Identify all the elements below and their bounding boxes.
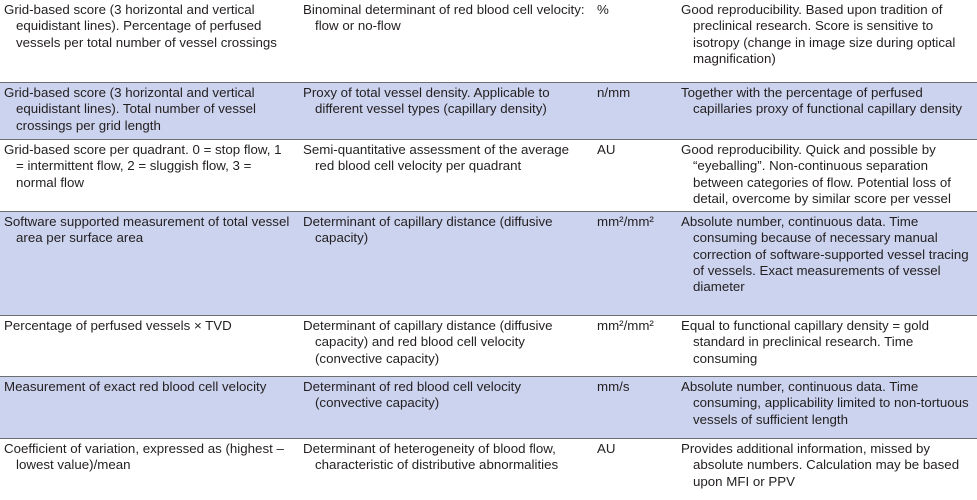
unit-text: mm²/mm² [597, 318, 654, 333]
unit-cell: mm²/mm² [591, 316, 677, 376]
unit-text: AU [597, 142, 616, 157]
comment-text: Together with the percentage of perfused… [681, 85, 963, 117]
unit-cell: AU [591, 439, 677, 500]
description-cell: Coefficient of variation, expressed as (… [0, 439, 297, 500]
unit-text: n/mm [597, 85, 631, 100]
description-cell: Measurement of exact red blood cell velo… [0, 377, 297, 438]
unit-cell: % [591, 0, 677, 82]
unit-text: mm/s [597, 379, 630, 394]
table-row: Grid-based score (3 horizontal and verti… [0, 0, 977, 83]
comment-cell: Absolute number, continuous data. Time c… [677, 212, 977, 315]
comment-cell: Good reproducibility. Based upon traditi… [677, 0, 977, 82]
description-cell: Software supported measurement of total … [0, 212, 297, 315]
definition-text: Binominal determinant of red blood cell … [303, 2, 585, 34]
comment-text: Good reproducibility. Based upon traditi… [681, 2, 956, 66]
unit-cell: mm/s [591, 377, 677, 438]
description-text: Grid-based score (3 horizontal and verti… [4, 2, 277, 50]
comment-text: Equal to functional capillary density = … [681, 318, 929, 366]
comment-cell: Good reproducibility. Quick and possible… [677, 140, 977, 211]
unit-text: mm²/mm² [597, 214, 654, 229]
definition-text: Determinant of red blood cell velocity (… [303, 379, 522, 411]
definition-cell: Determinant of capillary distance (diffu… [297, 212, 591, 315]
definition-cell: Determinant of capillary distance (diffu… [297, 316, 591, 376]
description-text: Coefficient of variation, expressed as (… [4, 441, 284, 473]
table-row: Measurement of exact red blood cell velo… [0, 377, 977, 439]
unit-text: AU [597, 441, 616, 456]
definition-cell: Proxy of total vessel density. Applicabl… [297, 83, 591, 139]
comment-cell: Absolute number, continuous data. Time c… [677, 377, 977, 438]
definition-text: Determinant of capillary distance (diffu… [303, 214, 553, 246]
definition-text: Semi-quantitative assessment of the aver… [303, 142, 570, 174]
definition-cell: Determinant of red blood cell velocity (… [297, 377, 591, 438]
comment-text: Provides additional information, missed … [681, 441, 960, 489]
definition-cell: Determinant of heterogeneity of blood fl… [297, 439, 591, 500]
definition-text: Determinant of heterogeneity of blood fl… [303, 441, 559, 473]
table-row: Grid-based score per quadrant. 0 = stop … [0, 140, 977, 212]
comment-text: Good reproducibility. Quick and possible… [681, 142, 951, 206]
unit-cell: mm²/mm² [591, 212, 677, 315]
description-cell: Grid-based score (3 horizontal and verti… [0, 83, 297, 139]
description-text: Software supported measurement of total … [4, 214, 290, 246]
definition-text: Determinant of capillary distance (diffu… [303, 318, 553, 366]
comment-text: Absolute number, continuous data. Time c… [681, 379, 969, 427]
unit-cell: n/mm [591, 83, 677, 139]
description-text: Percentage of perfused vessels × TVD [4, 318, 232, 333]
definition-cell: Semi-quantitative assessment of the aver… [297, 140, 591, 211]
comment-text: Absolute number, continuous data. Time c… [681, 214, 969, 295]
table-row: Coefficient of variation, expressed as (… [0, 439, 977, 500]
unit-text: % [597, 2, 609, 17]
description-cell: Percentage of perfused vessels × TVD [0, 316, 297, 376]
description-text: Grid-based score per quadrant. 0 = stop … [4, 142, 282, 190]
table-row: Percentage of perfused vessels × TVD Det… [0, 316, 977, 377]
comment-cell: Equal to functional capillary density = … [677, 316, 977, 376]
definition-cell: Binominal determinant of red blood cell … [297, 0, 591, 82]
unit-cell: AU [591, 140, 677, 211]
description-cell: Grid-based score (3 horizontal and verti… [0, 0, 297, 82]
description-text: Grid-based score (3 horizontal and verti… [4, 85, 256, 133]
description-cell: Grid-based score per quadrant. 0 = stop … [0, 140, 297, 211]
comment-cell: Provides additional information, missed … [677, 439, 977, 500]
description-text: Measurement of exact red blood cell velo… [4, 379, 267, 394]
comment-cell: Together with the percentage of perfused… [677, 83, 977, 139]
definition-text: Proxy of total vessel density. Applicabl… [303, 85, 550, 117]
table-row: Grid-based score (3 horizontal and verti… [0, 83, 977, 140]
table-row: Software supported measurement of total … [0, 212, 977, 316]
